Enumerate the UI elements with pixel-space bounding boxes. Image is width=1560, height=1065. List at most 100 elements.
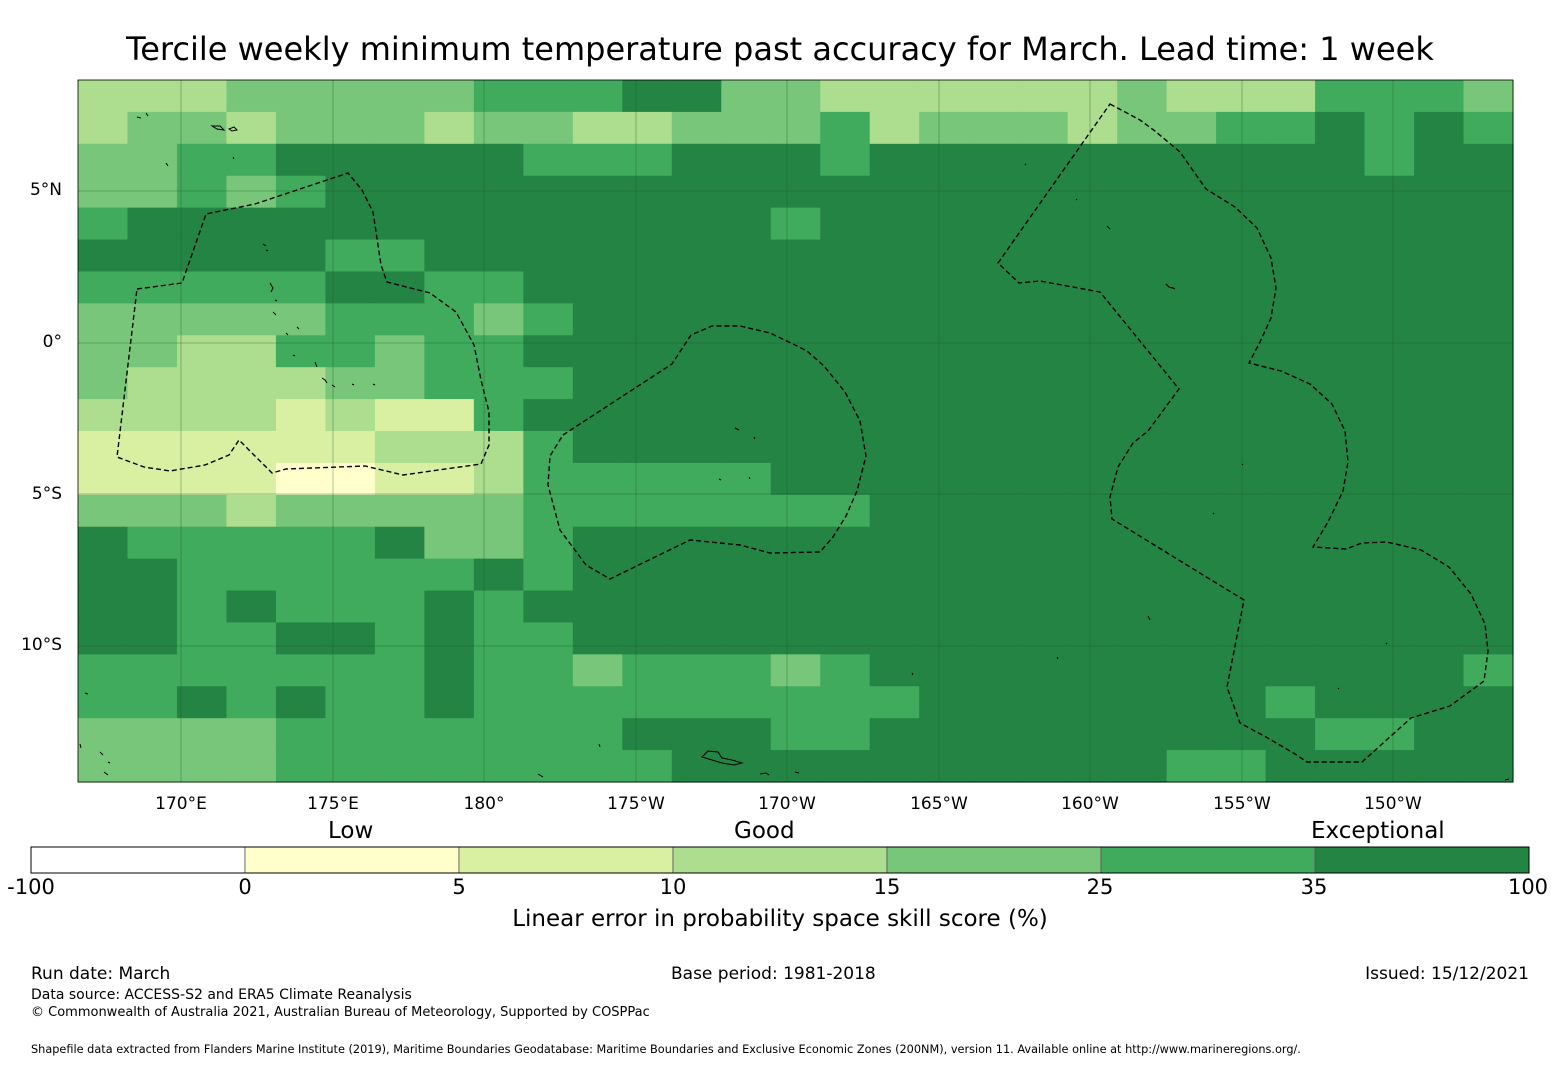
grid-cell xyxy=(919,431,970,464)
grid-cell xyxy=(1463,622,1514,655)
grid-cell xyxy=(869,239,920,273)
grid-cell xyxy=(275,175,327,209)
grid-cell xyxy=(1166,399,1217,432)
grid-cell xyxy=(572,335,623,368)
grid-cell xyxy=(1414,175,1465,209)
grid-cell xyxy=(919,111,970,145)
grid-cell xyxy=(78,207,129,241)
grid-cell xyxy=(226,175,277,209)
grid-cell xyxy=(1166,303,1217,336)
grid-cell xyxy=(1067,494,1118,528)
grid-cell xyxy=(869,303,920,336)
grid-cell xyxy=(325,750,376,783)
grid-cell xyxy=(176,750,228,783)
grid-cell xyxy=(325,175,376,209)
grid-cell xyxy=(1117,526,1168,560)
grid-cell xyxy=(1414,367,1465,400)
grid-cell xyxy=(820,207,871,241)
grid-cell xyxy=(1166,750,1217,783)
lon-label-170w: 170°W xyxy=(758,794,816,814)
grid-cell xyxy=(127,143,178,177)
grid-cell xyxy=(721,399,772,432)
grid-cell xyxy=(275,526,327,560)
grid-cell xyxy=(1117,207,1168,241)
grid-cell xyxy=(424,654,475,687)
grid-cell xyxy=(1265,399,1316,432)
grid-cell xyxy=(523,494,574,528)
grid-cell xyxy=(869,526,920,560)
grid-cell xyxy=(1315,399,1366,432)
grid-cell xyxy=(820,111,871,145)
grid-cell xyxy=(721,431,772,464)
grid-cell xyxy=(78,654,129,687)
grid-cell xyxy=(127,367,178,400)
grid-cell xyxy=(1166,239,1217,273)
lon-label-150w: 150°W xyxy=(1364,794,1422,814)
grid-cell xyxy=(473,462,524,496)
grid-cell xyxy=(1166,271,1217,304)
grid-cell xyxy=(523,431,574,464)
grid-cell xyxy=(1067,207,1118,241)
grid-cell xyxy=(1216,239,1267,273)
lon-label-165w: 165°W xyxy=(910,794,968,814)
grid-cell xyxy=(968,750,1019,783)
grid-cell xyxy=(275,686,327,719)
grid-cell xyxy=(78,494,129,528)
grid-cell xyxy=(523,558,574,592)
grid-cell xyxy=(721,367,772,400)
grid-cell xyxy=(325,143,376,177)
grid-cell xyxy=(820,239,871,273)
grid-cell xyxy=(176,558,228,592)
grid-cell xyxy=(1166,526,1217,560)
grid-cell xyxy=(1364,175,1415,209)
grid-cell xyxy=(1315,143,1366,177)
grid-cell xyxy=(721,590,772,624)
colorbar-title: Linear error in probability space skill … xyxy=(512,906,1048,932)
grid-cell xyxy=(127,718,178,751)
grid-cell xyxy=(374,111,425,145)
grid-cell xyxy=(919,494,970,528)
grid-cell xyxy=(523,718,574,751)
grid-cell xyxy=(1315,686,1366,719)
grid-cell xyxy=(919,271,970,304)
grid-cell xyxy=(374,462,425,496)
grid-cell xyxy=(919,686,970,719)
grid-cell xyxy=(226,750,277,783)
grid-cell xyxy=(820,80,871,113)
grid-cell xyxy=(1315,622,1366,655)
colorbar-segment xyxy=(244,846,460,874)
grid-cell xyxy=(1117,175,1168,209)
grid-cell xyxy=(226,526,277,560)
grid-cell xyxy=(919,143,970,177)
grid-cell xyxy=(1315,654,1366,687)
grid-cell xyxy=(1265,462,1316,496)
grid-cell xyxy=(1166,431,1217,464)
grid-cell xyxy=(325,111,376,145)
grid-cell xyxy=(127,686,178,719)
grid-cell xyxy=(1364,590,1415,624)
grid-cell xyxy=(176,494,228,528)
grid-cell xyxy=(770,431,821,464)
colorbar-frame xyxy=(30,846,1530,874)
grid-cell xyxy=(919,590,970,624)
grid-cell xyxy=(424,399,475,432)
grid-cell xyxy=(473,239,524,273)
grid-cell xyxy=(523,526,574,560)
grid-cell xyxy=(1364,654,1415,687)
grid-cell xyxy=(424,239,475,273)
grid-cell xyxy=(671,590,722,624)
grid-cell xyxy=(1166,622,1217,655)
grid-cell xyxy=(1315,80,1366,113)
grid-cell xyxy=(1166,590,1217,624)
grid-cell xyxy=(622,526,673,560)
category-label-low: Low xyxy=(328,818,374,844)
lon-label-175e: 175°E xyxy=(307,794,359,814)
grid-cell xyxy=(1364,111,1415,145)
grid-cell xyxy=(127,399,178,432)
colorbar-tick: 25 xyxy=(1086,875,1114,899)
grid-cell xyxy=(1018,494,1069,528)
grid-cell xyxy=(424,207,475,241)
grid-cell xyxy=(424,367,475,400)
grid-cell xyxy=(770,271,821,304)
grid-cell xyxy=(622,494,673,528)
